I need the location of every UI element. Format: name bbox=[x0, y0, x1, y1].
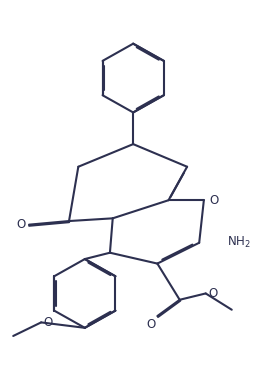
Text: O: O bbox=[147, 318, 156, 331]
Text: O: O bbox=[208, 287, 218, 300]
Text: O: O bbox=[16, 218, 25, 231]
Text: NH$_2$: NH$_2$ bbox=[227, 235, 251, 250]
Text: O: O bbox=[209, 194, 219, 207]
Text: O: O bbox=[44, 316, 53, 329]
